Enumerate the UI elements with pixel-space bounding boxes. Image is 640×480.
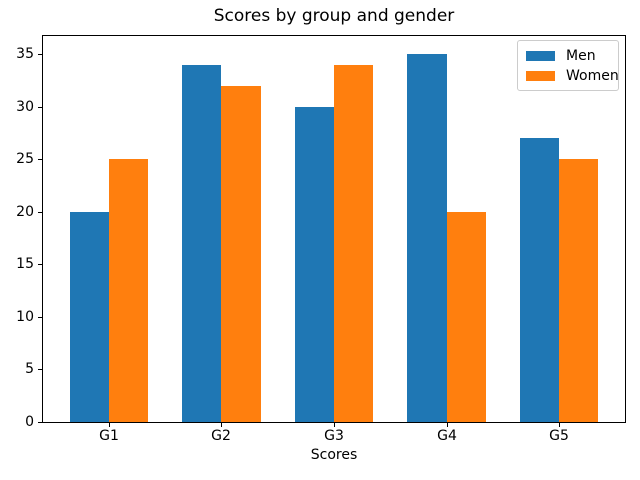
- legend: Men Women: [517, 40, 619, 91]
- y-tick-mark: [38, 107, 42, 108]
- bar-women-g4: [446, 211, 486, 422]
- y-tick-mark: [38, 54, 42, 55]
- y-tick-mark: [38, 369, 42, 370]
- y-tick-label: 15: [16, 256, 34, 272]
- y-tick-mark: [38, 317, 42, 318]
- legend-row-women: Women: [526, 68, 619, 84]
- x-tick-label-g3: G3: [324, 428, 344, 444]
- y-tick-label: 5: [25, 361, 34, 377]
- legend-label-women: Women: [566, 68, 619, 84]
- bar-men-g1: [69, 211, 109, 422]
- bar-men-g3: [294, 106, 334, 422]
- x-tick-label-g2: G2: [211, 428, 231, 444]
- x-axis-label: Scores: [310, 447, 358, 463]
- x-tick-mark: [334, 423, 335, 427]
- legend-row-men: Men: [526, 48, 610, 64]
- y-tick-mark: [38, 264, 42, 265]
- y-tick-label: 0: [25, 414, 34, 430]
- legend-swatch-men: [526, 51, 555, 61]
- chart-title: Scores by group and gender: [213, 6, 455, 26]
- bar-men-g2: [182, 64, 222, 422]
- plot-area: [42, 35, 626, 423]
- x-tick-mark: [559, 423, 560, 427]
- y-tick-mark: [38, 212, 42, 213]
- y-tick-label: 10: [16, 309, 34, 325]
- y-tick-label: 25: [16, 151, 34, 167]
- x-tick-mark: [221, 423, 222, 427]
- legend-label-men: Men: [566, 48, 596, 64]
- bar-women-g1: [108, 159, 149, 422]
- x-tick-label-g5: G5: [549, 428, 569, 444]
- bar-men-g5: [519, 138, 560, 422]
- bar-men-g4: [407, 54, 447, 422]
- y-tick-label: 35: [16, 46, 34, 62]
- bar-women-g2: [221, 85, 261, 422]
- y-tick-mark: [38, 159, 42, 160]
- x-tick-label-g1: G1: [99, 428, 119, 444]
- legend-swatch-women: [526, 71, 555, 81]
- x-tick-mark: [447, 423, 448, 427]
- y-tick-label: 20: [16, 204, 34, 220]
- y-tick-label: 30: [16, 99, 34, 115]
- x-tick-mark: [109, 423, 110, 427]
- x-tick-label-g4: G4: [437, 428, 457, 444]
- bar-women-g5: [559, 159, 599, 422]
- bar-women-g3: [334, 64, 374, 422]
- y-tick-mark: [38, 422, 42, 423]
